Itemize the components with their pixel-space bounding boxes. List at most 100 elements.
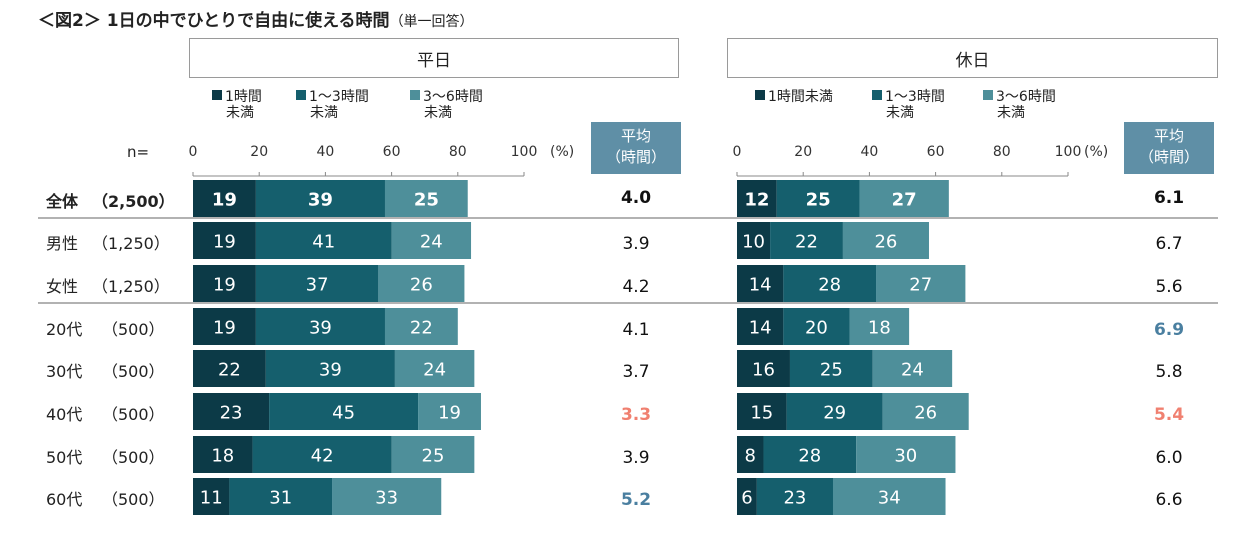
holiday-average-header: 平均 （時間） (1124, 122, 1214, 174)
legend-swatch (212, 90, 222, 100)
average-header-line1: 平均 (1153, 127, 1184, 145)
legend-text-line2: 未満 (310, 105, 338, 121)
chart-title: ＜図2＞ 1日の中でひとりで自由に使える時間（単一回答） (38, 6, 474, 31)
weekday-bar-segment (193, 265, 256, 302)
row-label-n: （500） (102, 405, 165, 424)
holiday-bar-segment (756, 478, 833, 515)
weekday-bar-segment (384, 308, 458, 345)
weekday-data-label: 39 (308, 190, 333, 211)
row-label-category: 60代 (46, 490, 83, 509)
holiday-data-label: 25 (820, 360, 843, 381)
row-label: 男性 （1,250） (46, 230, 170, 254)
holiday-average-value: 6.7 (1155, 234, 1183, 254)
holiday-data-label: 22 (795, 232, 818, 253)
weekday-bar-segment (384, 180, 468, 217)
legend-text-line2: 未満 (226, 105, 254, 121)
weekday-data-label: 19 (213, 232, 236, 253)
row-label: 40代 （500） (46, 401, 165, 425)
holiday-bar-segment (849, 308, 910, 345)
weekday-data-label: 26 (410, 275, 433, 296)
holiday-bar-segment (776, 180, 860, 217)
holiday-data-label: 23 (783, 488, 806, 509)
weekday-bar-segment (265, 350, 395, 387)
holiday-tick-label: 80 (993, 144, 1011, 160)
holiday-average-value: 5.8 (1155, 362, 1183, 382)
weekday-data-label: 37 (306, 275, 329, 296)
holiday-average-value: 6.9 (1153, 320, 1185, 340)
holiday-tick-label: 100 (1055, 144, 1082, 160)
holiday-legend-item-3: 3～6時間 未満 (983, 89, 1056, 121)
holiday-bar-segment (789, 350, 873, 387)
row-label-category: 30代 (46, 362, 83, 381)
weekday-data-label: 19 (213, 275, 236, 296)
weekday-bar-segment (378, 265, 465, 302)
holiday-bar-segment (737, 222, 771, 259)
row-label-n: （2,500） (92, 192, 175, 211)
weekday-bar-segment (229, 478, 333, 515)
holiday-bar-segment (737, 350, 790, 387)
holiday-bar-segment (882, 393, 969, 430)
weekday-tick-label: 40 (316, 144, 334, 160)
weekday-data-label: 33 (375, 488, 398, 509)
holiday-data-label: 26 (914, 403, 937, 424)
weekday-bar-segment (252, 436, 392, 473)
weekday-data-label: 24 (423, 360, 446, 381)
row-label-category: 女性 (46, 277, 79, 296)
average-header-line2: （時間） (605, 148, 666, 166)
legend-text-line2: 未満 (424, 105, 452, 121)
weekday-bar-segment (193, 478, 230, 515)
holiday-bar-segment (856, 436, 956, 473)
weekday-average-value: 5.2 (620, 490, 652, 510)
holiday-data-label: 20 (805, 318, 828, 339)
row-label-n: （500） (102, 320, 165, 339)
legend-swatch (296, 90, 306, 100)
weekday-bar-segment (391, 436, 475, 473)
holiday-bar-segment (737, 265, 784, 302)
holiday-data-label: 29 (823, 403, 846, 424)
row-label-n: （1,250） (92, 234, 170, 253)
weekday-average-value: 4.2 (622, 277, 650, 297)
holiday-tick-label: 60 (927, 144, 945, 160)
weekday-tick-label: 80 (449, 144, 467, 160)
weekday-average-value: 3.3 (620, 405, 652, 425)
holiday-percent-label: (%) (1084, 144, 1108, 160)
weekday-bar-segment (269, 393, 419, 430)
legend-text: 1時間未満 (768, 89, 833, 105)
chart-title-text: ＜図2＞ 1日の中でひとりで自由に使える時間 (38, 11, 390, 31)
holiday-data-label: 14 (749, 275, 772, 296)
weekday-bar-segment (391, 222, 472, 259)
row-label-n: （500） (102, 362, 165, 381)
row-label: 30代 （500） (46, 358, 165, 382)
holiday-data-label: 28 (818, 275, 841, 296)
holiday-bar-segment (842, 222, 929, 259)
weekday-data-label: 45 (332, 403, 355, 424)
holiday-bar-segment (737, 308, 784, 345)
holiday-data-label: 6 (741, 488, 752, 509)
weekday-panel-header: 平日 (189, 38, 679, 78)
holiday-bar-segment (786, 393, 883, 430)
holiday-data-label: 27 (909, 275, 932, 296)
holiday-average-value: 5.4 (1153, 405, 1185, 425)
holiday-data-label: 28 (798, 446, 821, 467)
holiday-data-label: 24 (901, 360, 924, 381)
weekday-average-value: 3.7 (622, 362, 650, 382)
holiday-average-value: 6.6 (1155, 490, 1183, 510)
holiday-data-label: 15 (750, 403, 773, 424)
weekday-bar-segment (332, 478, 442, 515)
weekday-bar-segment (255, 180, 385, 217)
holiday-average-value: 6.1 (1153, 188, 1185, 208)
weekday-data-label: 31 (269, 488, 292, 509)
weekday-average-header: 平均 （時間） (591, 122, 681, 174)
weekday-legend-item-1: 1時間 未満 (212, 89, 262, 121)
weekday-legend-item-2: 1～3時間 未満 (296, 89, 369, 121)
row-label: 50代 （500） (46, 444, 165, 468)
row-label: 60代 （500） (46, 486, 165, 510)
weekday-tick-label: 20 (250, 144, 268, 160)
legend-text: 1時間 (225, 89, 262, 105)
holiday-data-label: 14 (749, 318, 772, 339)
weekday-bar-segment (193, 222, 256, 259)
holiday-data-label: 8 (745, 446, 756, 467)
holiday-bar-segment (876, 265, 966, 302)
weekday-bar-segment (193, 308, 256, 345)
legend-text-line2: 未満 (997, 105, 1025, 121)
